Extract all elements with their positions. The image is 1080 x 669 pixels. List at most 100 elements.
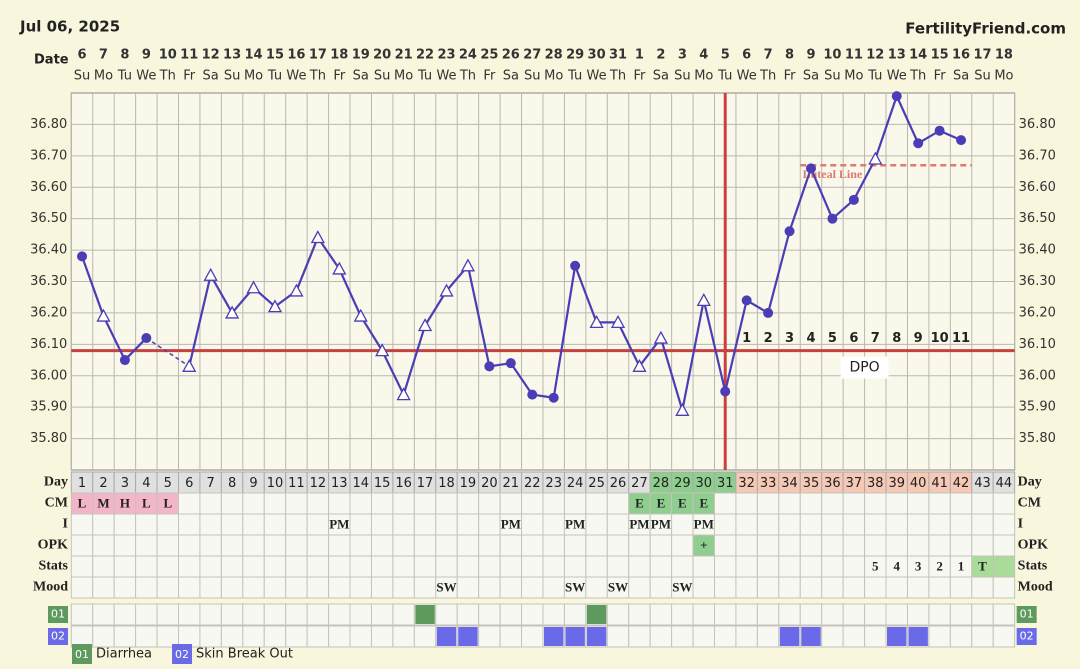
date-number: 16 [287,48,305,63]
temperature-point [763,307,774,318]
legend-name: Diarrhea [96,647,152,662]
row-label: Stats [38,559,68,574]
row-cell [521,555,544,578]
day-number: 22 [524,476,541,491]
row-value: M [97,495,109,510]
date-number: 3 [678,48,687,63]
row-cell [285,513,308,536]
temperature-point [439,283,454,297]
row-cell [242,513,265,536]
date-number: 16 [952,48,970,63]
date-number: 7 [99,48,108,63]
row-cell [714,492,737,515]
symptom-cell [370,603,394,626]
y-tick-label: 36.80 [30,117,67,132]
y-tick-label: 36.60 [30,180,67,195]
symptom-cell [735,625,758,648]
dpo-number: 8 [892,331,901,346]
y-tick-label: 36.50 [30,211,67,226]
row-cell [435,492,458,515]
temperature-point [96,308,111,322]
row-cell [499,492,523,515]
temperature-point [119,355,130,366]
y-tick-label-right: 36.40 [1019,243,1056,258]
weekday: Th [609,69,626,84]
symptom-cell [821,625,844,648]
row-cell [949,576,973,599]
temperature-point [332,261,347,275]
symptom-mark [586,627,607,646]
day-number: 41 [931,476,948,491]
weekday: Su [524,69,541,84]
weekday: Fr [784,69,797,84]
symptom-mark [586,605,607,624]
symptom-cell [199,625,222,648]
temperature-point [505,358,516,369]
symptom-cell [70,625,94,648]
weekday: We [887,69,907,84]
row-cell [285,492,308,515]
day-number: 18 [438,476,455,491]
symptom-cell [113,625,137,648]
row-cell [435,513,458,536]
temperature-point [956,135,967,146]
symptom-cell [263,603,287,626]
temperature-point [310,230,325,244]
row-cell [864,534,887,557]
day-number: 38 [867,476,884,491]
temperature-point [353,308,368,322]
date-number: 14 [909,48,927,63]
row-cell [199,576,222,599]
row-cell [906,576,930,599]
temperature-point [203,267,218,281]
row-cell [349,492,372,515]
day-number: 4 [142,476,150,491]
symptom-cell [478,603,501,626]
date-number: 22 [416,48,434,63]
row-cell [156,534,179,557]
symptom-cell [928,625,951,648]
symptom-cell [992,603,1016,626]
row-cell [70,576,94,599]
symptom-cell [949,603,973,626]
row-cell [499,555,523,578]
row-cell [821,576,844,599]
weekday: Th [309,69,326,84]
symptom-cell [178,603,201,626]
row-cell [242,492,265,515]
row-cell [135,513,158,536]
symptom-cell [478,625,501,648]
row-cell [521,492,544,515]
row-cell [692,576,715,599]
row-cell [285,576,308,599]
temperature-point [182,358,197,372]
day-number: 2 [99,476,107,491]
row-cell [328,492,351,515]
symptom-cell [392,625,415,648]
row-cell [756,555,780,578]
day-number: 21 [503,476,520,491]
symptom-cell [671,625,694,648]
weekday: Su [824,69,841,84]
symptom-cell [499,625,523,648]
symptom-cell [778,603,801,626]
row-cell [842,576,866,599]
row-cell [906,513,930,536]
date-number: 13 [223,48,241,63]
y-tick-label-right: 36.20 [1019,305,1056,320]
row-cell [906,534,930,557]
row-cell [263,576,287,599]
row-cell [92,576,115,599]
weekday: Mo [994,69,1013,84]
symptom-code: 01 [51,608,65,621]
symptom-cell [349,625,372,648]
row-value: L [78,495,87,510]
symptom-cell [606,603,630,626]
row-cell [735,492,758,515]
temperature-point [289,283,304,297]
row-cell [585,534,608,557]
row-cell [778,576,801,599]
row-value: PM [651,516,671,531]
y-tick-label: 36.70 [30,148,67,163]
weekday: Sa [353,69,369,84]
